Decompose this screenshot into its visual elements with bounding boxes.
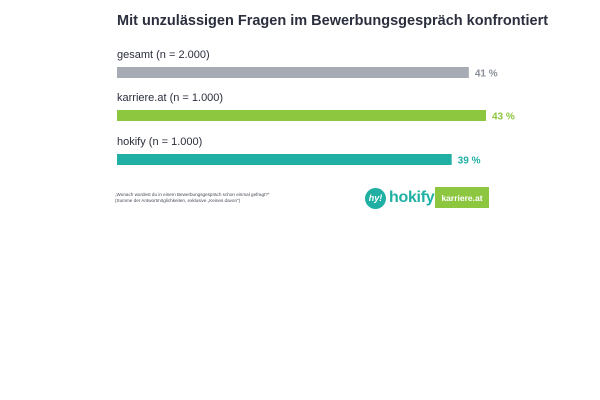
- bar-row: hokify (n = 1.000) 39 %: [117, 136, 481, 167]
- category-label: hokify (n = 1.000): [117, 136, 202, 148]
- bar: [117, 67, 469, 78]
- value-label: 41 %: [475, 69, 498, 80]
- value-label: 39 %: [458, 156, 481, 167]
- chart-title: Mit unzulässigen Fragen im Bewerbungsges…: [117, 13, 549, 29]
- category-label: gesamt (n = 2.000): [117, 49, 210, 61]
- footnote-question: „Wonach wurdest du in einem Bewerbungsge…: [115, 192, 270, 197]
- bar: [117, 110, 486, 121]
- footnote-note: (Summe der Antwortmöglichkeiten, exklusi…: [115, 198, 241, 203]
- bar-row: karriere.at (n = 1.000) 43 %: [117, 92, 515, 123]
- hokify-badge-icon: hy!: [365, 187, 386, 209]
- hokify-logo: hy! hokify: [365, 187, 435, 209]
- footnote: „Wonach wurdest du in einem Bewerbungsge…: [115, 192, 269, 204]
- hokify-wordmark: hokify: [389, 189, 435, 206]
- value-label: 43 %: [492, 112, 515, 123]
- karriere-logo: karriere.at: [435, 187, 489, 208]
- category-label: karriere.at (n = 1.000): [117, 92, 223, 104]
- bar: [117, 154, 452, 165]
- bar-row: gesamt (n = 2.000) 41 %: [117, 49, 498, 80]
